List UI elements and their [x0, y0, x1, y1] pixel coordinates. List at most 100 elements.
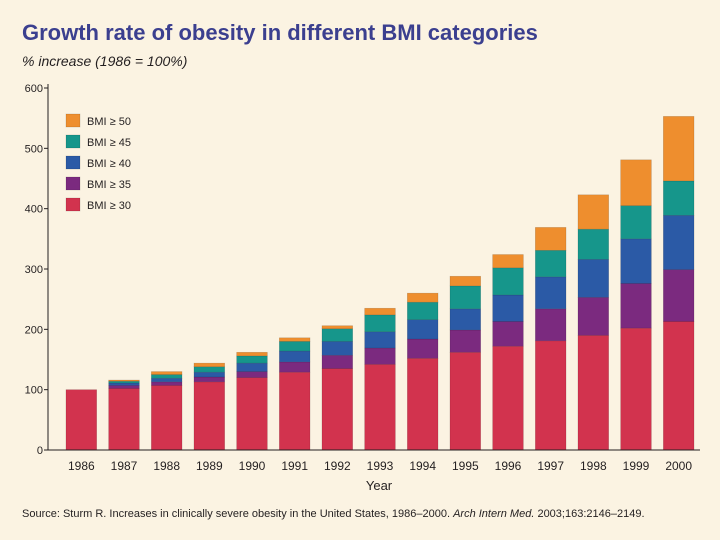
bar-segment-1990-s0: [236, 377, 268, 451]
bar-segment-1993-s1: [364, 347, 396, 365]
x-tick-label-1989: 1989: [196, 459, 223, 473]
bar-segment-1999-s0: [620, 327, 652, 451]
bar-segment-1995-s0: [449, 351, 481, 451]
bar-segment-1990-s3: [236, 355, 268, 364]
bar-segment-1988-s1: [151, 381, 183, 386]
x-tick-label-2000: 2000: [665, 459, 692, 473]
bar-segment-1999-s4: [620, 159, 652, 206]
legend-label: BMI ≥ 30: [87, 200, 131, 212]
legend-swatch: [65, 155, 81, 170]
source-suffix: 2003;163:2146–2149.: [534, 508, 645, 520]
x-tick-label-1988: 1988: [153, 459, 180, 473]
bar-segment-1997-s1: [535, 308, 567, 342]
bar-segment-1997-s2: [535, 276, 567, 310]
bar-segment-1988-s3: [151, 374, 183, 379]
legend-label: BMI ≥ 40: [87, 158, 131, 170]
x-tick-label-1994: 1994: [409, 459, 436, 473]
bar-segment-1989-s3: [193, 366, 225, 373]
bar-segment-2000-s2: [663, 215, 695, 270]
bar-segment-1993-s4: [364, 307, 396, 316]
bar-segment-1995-s3: [449, 285, 481, 310]
bar-segment-1987-s2: [108, 382, 140, 386]
y-tick-label: 0: [37, 445, 43, 457]
bar-segment-1992-s3: [321, 328, 353, 342]
bar-segment-1996-s3: [492, 267, 524, 296]
stacked-bar-chart: 0 100 200 300 400 500 600 1986 1987 1988 1989 1990…: [25, 83, 700, 493]
bar-segment-2000-s1: [663, 269, 695, 322]
bar-segment-1986-s0: [65, 389, 97, 451]
x-tick-label-1987: 1987: [111, 459, 138, 473]
bar-segment-2000-s4: [663, 116, 695, 182]
bar-segment-1994-s2: [407, 319, 439, 340]
bar-segment-1989-s4: [193, 362, 225, 368]
bar-segment-1987-s4: [108, 379, 140, 382]
bar-segment-1991-s1: [279, 361, 311, 373]
source-prefix: Source: Sturm R. Increases in clinically…: [22, 508, 454, 520]
legend-swatch: [65, 197, 81, 212]
y-tick-label: 600: [25, 83, 43, 95]
bar-segment-1989-s0: [193, 381, 225, 451]
bar-segment-1991-s4: [279, 337, 311, 342]
x-tick-label-1997: 1997: [537, 459, 564, 473]
x-tick-label-1990: 1990: [239, 459, 266, 473]
bar-segment-1997-s3: [535, 249, 567, 278]
x-tick-label-1993: 1993: [367, 459, 394, 473]
source-journal: Arch Intern Med.: [453, 508, 535, 520]
x-tick-label-1992: 1992: [324, 459, 351, 473]
legend-swatch: [65, 134, 81, 149]
bar-segment-1998-s4: [577, 194, 609, 230]
legend: BMI ≥ 50 BMI ≥ 45 BMI ≥ 40 BMI ≥ 35 BMI ≥ 30: [65, 113, 131, 212]
bar-segment-1987-s1: [108, 385, 140, 389]
bar-segment-1993-s2: [364, 331, 396, 349]
bar-segment-1994-s0: [407, 357, 439, 451]
x-axis-title: Year: [366, 478, 393, 493]
bar-segment-1988-s4: [151, 371, 183, 375]
legend-label: BMI ≥ 45: [87, 137, 131, 149]
bar-segment-1992-s1: [321, 354, 353, 369]
bar-segment-1998-s3: [577, 228, 609, 260]
bar-segment-1992-s4: [321, 325, 353, 330]
bar-segment-1996-s0: [492, 345, 524, 451]
bar-segment-1992-s2: [321, 341, 353, 356]
bar-segment-1991-s2: [279, 350, 311, 363]
bar-segment-1992-s0: [321, 368, 353, 451]
bar-segment-1999-s1: [620, 283, 652, 329]
x-tick-label-1991: 1991: [281, 459, 308, 473]
y-axis: 0 100 200 300 400 500 600: [25, 83, 49, 457]
legend-swatch: [65, 176, 81, 191]
bar-segment-1989-s2: [193, 371, 225, 378]
bar-segment-1991-s3: [279, 341, 311, 352]
legend-label: BMI ≥ 35: [87, 179, 131, 191]
bar-segment-2000-s0: [663, 321, 695, 451]
bar-segment-1988-s0: [151, 385, 183, 451]
bar-segment-1987-s0: [108, 388, 140, 451]
bar-segment-1990-s1: [236, 371, 268, 378]
x-tick-label-1998: 1998: [580, 459, 607, 473]
y-tick-label: 400: [25, 204, 43, 216]
chart-title: Growth rate of obesity in different BMI …: [22, 20, 538, 45]
bar-segment-1999-s2: [620, 238, 652, 284]
bar-segment-1990-s4: [236, 351, 268, 357]
bar-segment-1996-s2: [492, 294, 524, 322]
x-tick-label-1986: 1986: [68, 459, 95, 473]
chart-subtitle: % increase (1986 = 100%): [22, 53, 188, 69]
y-tick-label: 300: [25, 264, 43, 276]
source-note: Source: Sturm R. Increases in clinically…: [22, 508, 645, 520]
y-tick-label: 200: [25, 324, 43, 336]
bar-segment-1993-s3: [364, 314, 396, 333]
bar-segment-1988-s2: [151, 377, 183, 383]
bar-segment-1997-s4: [535, 227, 567, 251]
bar-segment-1998-s0: [577, 335, 609, 451]
bar-segment-1991-s0: [279, 371, 311, 451]
bar-segment-1994-s3: [407, 301, 439, 320]
bar-segment-2000-s3: [663, 180, 695, 216]
y-tick-label: 500: [25, 143, 43, 155]
legend-label: BMI ≥ 50: [87, 116, 131, 128]
x-tick-label-1995: 1995: [452, 459, 479, 473]
bar-segment-1996-s1: [492, 321, 524, 347]
bar-segment-1990-s2: [236, 362, 268, 372]
bar-segment-1995-s1: [449, 329, 481, 353]
x-tick-label-1996: 1996: [495, 459, 522, 473]
bar-segment-1998-s2: [577, 259, 609, 298]
